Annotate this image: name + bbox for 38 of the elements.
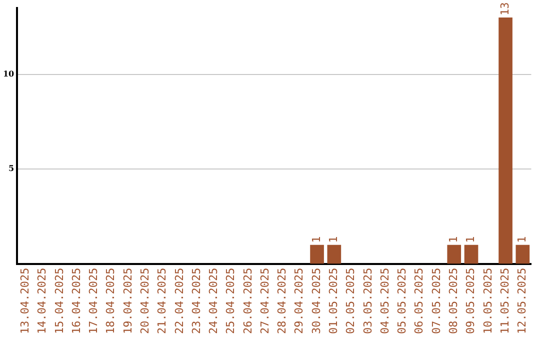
x-tick-label: 24.04.2025: [207, 268, 220, 334]
x-tick-label: 17.04.2025: [87, 268, 100, 334]
x-tick-label: 04.05.2025: [378, 268, 392, 334]
x-tick-label: 03.05.2025: [361, 268, 374, 334]
x-tick-label: 23.04.2025: [190, 268, 203, 334]
x-tick-label: 10.05.2025: [481, 268, 494, 334]
data-label: 13: [498, 2, 512, 16]
data-label: 1: [464, 236, 478, 243]
x-tick-label: 14.04.2025: [36, 268, 49, 334]
x-tick-label: 12.05.2025: [516, 268, 529, 334]
x-tick-label: 28.04.2025: [276, 268, 289, 334]
data-label: 1: [310, 236, 323, 243]
x-tick-label: 29.04.2025: [292, 268, 306, 334]
x-tick-label: 18.04.2025: [104, 268, 118, 334]
x-tick-label: 07.05.2025: [430, 268, 443, 334]
x-tick-label: 20.04.2025: [138, 268, 152, 334]
x-tick-label: 16.04.2025: [70, 268, 83, 334]
x-tick-label: 01.05.2025: [327, 268, 340, 334]
x-tick-label: 15.04.2025: [52, 268, 66, 334]
x-tick-label: 26.04.2025: [241, 268, 254, 334]
y-tick-label: 10: [2, 68, 15, 78]
data-label: 1: [516, 236, 529, 243]
x-tick-label: 21.04.2025: [156, 268, 169, 334]
x-tick-label: 22.04.2025: [172, 268, 186, 334]
data-label: 1: [446, 236, 460, 243]
x-tick-label: 02.05.2025: [344, 268, 358, 334]
y-tick-label: 5: [8, 163, 14, 174]
data-label: 1: [327, 236, 340, 243]
x-tick-label: 08.05.2025: [446, 268, 460, 334]
x-tick-label: 30.04.2025: [310, 268, 323, 334]
x-tick-label: 13.04.2025: [18, 268, 32, 334]
x-tick-label: 09.05.2025: [464, 268, 478, 334]
x-tick-label: 25.04.2025: [224, 268, 238, 334]
x-tick-label: 06.05.2025: [412, 268, 426, 334]
x-tick-label: 05.05.2025: [396, 268, 409, 334]
x-tick-label: 11.05.2025: [498, 268, 512, 334]
x-tick-label: 27.04.2025: [258, 268, 272, 334]
x-tick-label: 19.04.2025: [121, 268, 134, 334]
